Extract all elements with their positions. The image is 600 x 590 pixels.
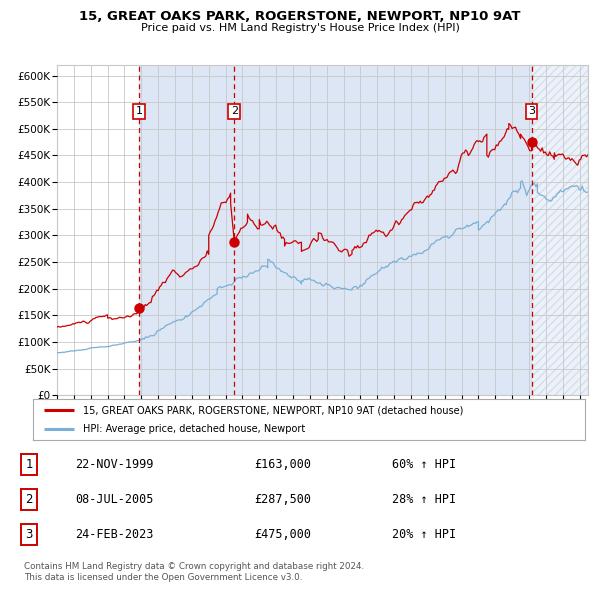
Text: 2: 2 xyxy=(26,493,33,506)
Text: 28% ↑ HPI: 28% ↑ HPI xyxy=(392,493,456,506)
Bar xyxy=(532,65,588,395)
Text: HPI: Average price, detached house, Newport: HPI: Average price, detached house, Newp… xyxy=(83,424,305,434)
Text: 24-FEB-2023: 24-FEB-2023 xyxy=(76,527,154,540)
Text: 2: 2 xyxy=(231,106,238,116)
Bar xyxy=(235,65,532,395)
Text: 60% ↑ HPI: 60% ↑ HPI xyxy=(392,458,456,471)
Text: 3: 3 xyxy=(528,106,535,116)
Text: 22-NOV-1999: 22-NOV-1999 xyxy=(76,458,154,471)
Text: 15, GREAT OAKS PARK, ROGERSTONE, NEWPORT, NP10 9AT: 15, GREAT OAKS PARK, ROGERSTONE, NEWPORT… xyxy=(79,10,521,23)
Text: Price paid vs. HM Land Registry's House Price Index (HPI): Price paid vs. HM Land Registry's House … xyxy=(140,24,460,33)
Text: £163,000: £163,000 xyxy=(254,458,311,471)
Text: 1: 1 xyxy=(136,106,143,116)
Text: This data is licensed under the Open Government Licence v3.0.: This data is licensed under the Open Gov… xyxy=(24,572,302,582)
Text: £287,500: £287,500 xyxy=(254,493,311,506)
Bar xyxy=(139,65,235,395)
Text: 3: 3 xyxy=(26,527,33,540)
Text: 20% ↑ HPI: 20% ↑ HPI xyxy=(392,527,456,540)
Text: 15, GREAT OAKS PARK, ROGERSTONE, NEWPORT, NP10 9AT (detached house): 15, GREAT OAKS PARK, ROGERSTONE, NEWPORT… xyxy=(83,405,463,415)
Text: 1: 1 xyxy=(26,458,33,471)
Text: £475,000: £475,000 xyxy=(254,527,311,540)
Text: 08-JUL-2005: 08-JUL-2005 xyxy=(76,493,154,506)
Text: Contains HM Land Registry data © Crown copyright and database right 2024.: Contains HM Land Registry data © Crown c… xyxy=(24,562,364,571)
